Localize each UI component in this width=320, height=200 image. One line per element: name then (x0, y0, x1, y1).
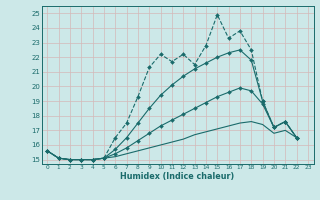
X-axis label: Humidex (Indice chaleur): Humidex (Indice chaleur) (120, 172, 235, 181)
